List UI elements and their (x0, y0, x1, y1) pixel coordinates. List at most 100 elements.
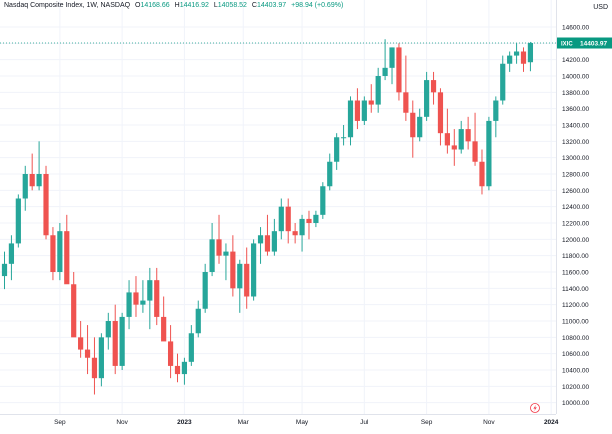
candle-body (216, 239, 222, 256)
candle-down (444, 108, 450, 154)
price-tick-label: 11200.00 (562, 302, 589, 309)
candle-down (368, 84, 374, 113)
candle-up (98, 333, 104, 387)
candle-body (410, 112, 416, 138)
candle-down (396, 43, 402, 101)
candle-down (437, 88, 444, 146)
price-tick-label: 14600.00 (562, 25, 589, 32)
candle-body (458, 129, 464, 150)
price-tick-label: 10200.00 (562, 384, 589, 391)
candle-up (126, 280, 132, 330)
high-value: 14416.92 (179, 2, 209, 9)
candle-up (313, 210, 319, 228)
price-tick-label: 11600.00 (562, 270, 589, 277)
candle-down (161, 296, 167, 342)
price-tag-background (557, 37, 612, 49)
price-tick-label: 10800.00 (562, 335, 589, 342)
candle-body (1, 263, 8, 277)
candle-body (271, 231, 277, 252)
candle-body (140, 300, 146, 305)
candle-body (202, 272, 208, 309)
candle-body (451, 145, 457, 150)
candle-body (71, 284, 77, 338)
candle-down (465, 116, 471, 150)
candle-up (140, 280, 146, 313)
price-tick-label: 10000.00 (562, 400, 589, 407)
price-tick-label: 10400.00 (562, 368, 589, 375)
candle-down (133, 276, 139, 317)
candle-up (57, 223, 63, 281)
candle-body (500, 63, 506, 101)
candle-body (396, 47, 402, 93)
candle-up (209, 223, 215, 277)
price-tick-label: 12200.00 (562, 221, 589, 228)
price-tick-label: 12600.00 (562, 188, 589, 195)
price-tick-label: 11800.00 (562, 253, 589, 260)
currency-label[interactable]: USD (593, 4, 608, 11)
candle-body (84, 349, 91, 358)
candle-up (105, 312, 111, 350)
price-tick-label: 12800.00 (562, 172, 589, 179)
candle-body (119, 316, 125, 366)
candle-body (264, 235, 271, 252)
price-tick-label: 10600.00 (562, 351, 589, 358)
time-tick-label: 2023 (177, 419, 192, 426)
candle-up (361, 96, 367, 125)
candle-down (410, 100, 416, 158)
low-label: L (213, 2, 218, 9)
price-tick-label: 13800.00 (562, 90, 589, 97)
candle-down (403, 55, 409, 121)
candle-body (375, 76, 381, 105)
candle-body (382, 67, 388, 76)
candle-up (195, 300, 201, 338)
time-axis-background[interactable] (0, 414, 612, 429)
candle-body (57, 231, 63, 272)
candle-up (458, 120, 464, 154)
lightning-icon[interactable] (533, 404, 537, 412)
candle-up (375, 67, 381, 113)
candle-down (216, 214, 222, 264)
candle-down (354, 88, 361, 130)
candle-body (257, 235, 264, 244)
candle-body (8, 243, 15, 264)
candle-down (84, 325, 91, 375)
candle-body (527, 43, 534, 63)
candle-down (244, 247, 250, 309)
candle-down (472, 112, 478, 166)
price-tag: IXIC 14403.97 (557, 37, 612, 49)
symbol-title[interactable]: Nasdaq Composite Index, 1W, NASDAQ (4, 2, 131, 9)
candle-body (334, 137, 340, 162)
price-axis-background[interactable] (556, 0, 612, 429)
time-tick-label: Sep (421, 419, 433, 426)
time-tick-label: Nov (483, 419, 495, 426)
candle-up (237, 259, 243, 313)
candle-body (437, 92, 444, 134)
candle-up (119, 312, 125, 370)
candle-body (188, 333, 194, 362)
candle-up (251, 239, 257, 301)
close-value: 14403.97 (256, 2, 287, 9)
candle-up (507, 51, 513, 72)
candle-up (15, 194, 21, 248)
open-value: 14168.66 (140, 2, 170, 9)
candle-down (430, 71, 437, 105)
candle-up (389, 47, 395, 85)
price-tag-symbol: IXIC (561, 41, 573, 47)
candle-body (50, 235, 56, 272)
candle-body (403, 92, 409, 113)
price-tick-label: 12400.00 (562, 204, 589, 211)
candle-down (43, 165, 49, 240)
candle-body (320, 186, 326, 215)
jump-to-realtime-button[interactable] (530, 403, 540, 413)
candle-down (285, 198, 291, 244)
candle-body (133, 292, 139, 305)
price-tick-label: 13200.00 (562, 139, 589, 146)
candle-body (43, 174, 49, 236)
candle-body (285, 206, 291, 232)
candle-up (299, 214, 305, 252)
candle-body (465, 129, 471, 142)
candle-up (417, 108, 423, 142)
candle-body (223, 251, 229, 256)
